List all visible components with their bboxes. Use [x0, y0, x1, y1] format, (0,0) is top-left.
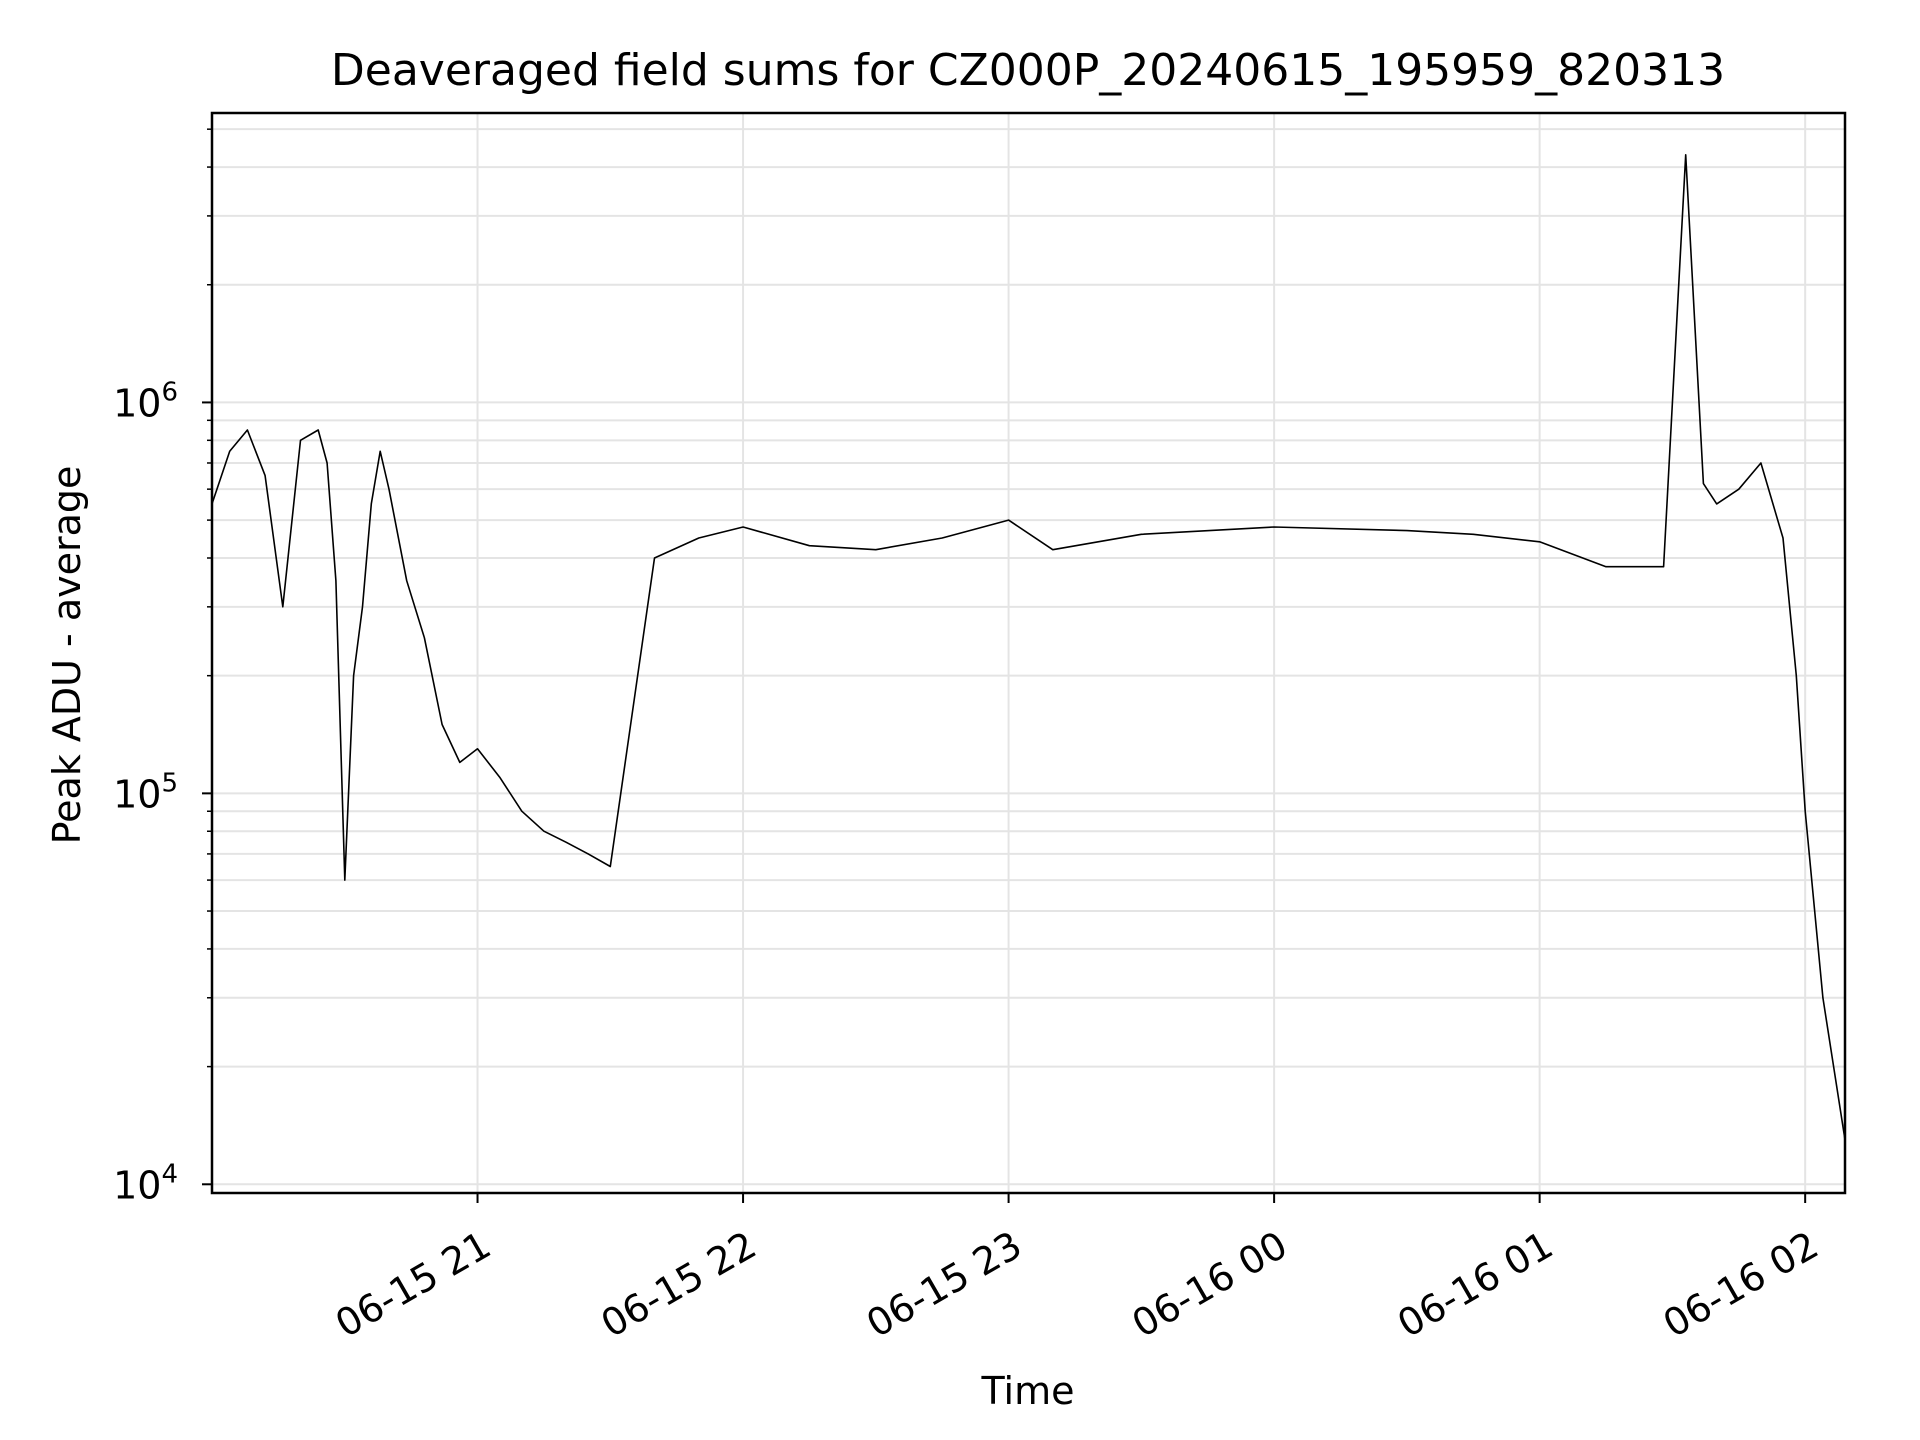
x-tick-label: 06-16 02 — [1656, 1223, 1826, 1347]
y-tick-label: 105 — [113, 768, 178, 816]
x-tick-label: 06-15 21 — [328, 1223, 498, 1347]
y-tick-label: 104 — [113, 1159, 178, 1207]
x-tick-label: 06-16 01 — [1390, 1223, 1560, 1347]
x-axis-label: Time — [981, 1369, 1075, 1413]
x-tick-label: 06-16 00 — [1125, 1223, 1295, 1347]
y-tick-label: 106 — [113, 377, 178, 425]
y-axis-ticks: 104 105 106 — [113, 128, 212, 1207]
plot-frame — [210, 111, 1847, 1195]
x-tick-label: 06-15 22 — [594, 1223, 764, 1347]
series-line-0 — [211, 154, 1846, 1140]
series-layer — [211, 154, 1846, 1140]
y-axis-label: Peak ADU - average — [45, 466, 89, 845]
grid — [212, 113, 1845, 1193]
x-tick-label: 06-15 23 — [859, 1223, 1029, 1347]
x-axis-ticks: 06-15 21 06-15 22 06-15 23 06-16 00 06-16 01… — [328, 1193, 1826, 1346]
chart-title: Deaveraged field sums for CZ000P_2024061… — [331, 45, 1725, 96]
